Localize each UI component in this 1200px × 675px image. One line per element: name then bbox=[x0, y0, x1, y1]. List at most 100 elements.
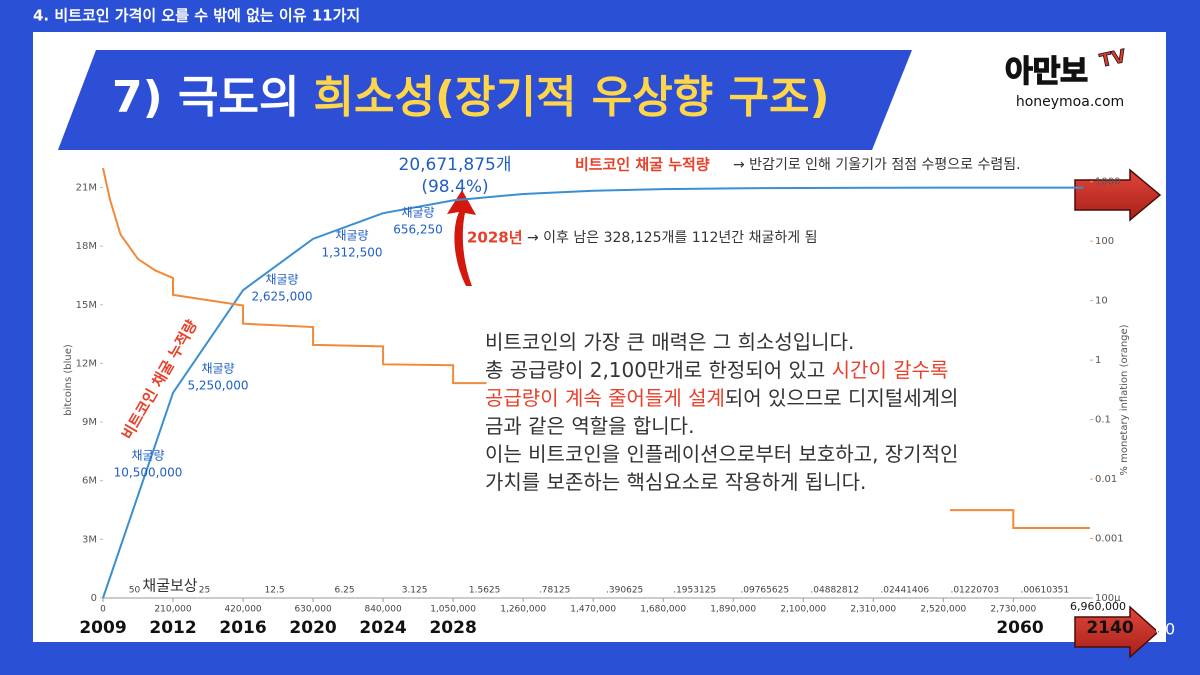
body-line: 총 공급량이 2,100만개로 한정되어 있고 시간이 갈수록 bbox=[485, 358, 948, 382]
y2-axis-label: % monetary inflation (orange) bbox=[1119, 324, 1130, 475]
x-tick-label: 1,050,000 bbox=[430, 605, 476, 615]
mined-amount: 5,250,000 bbox=[187, 379, 248, 393]
x-tick-label: 210,000 bbox=[154, 605, 191, 615]
year-label: 2060 bbox=[996, 618, 1043, 638]
body-segment: 되어 있으므로 디지털세계의 bbox=[725, 386, 959, 410]
x-tick-label: 1,680,000 bbox=[640, 605, 686, 615]
y-tick-label: 18M bbox=[76, 241, 97, 252]
y2-tick-label: 1000 bbox=[1095, 177, 1120, 188]
reward-label: 25 bbox=[199, 586, 210, 596]
body-line: 공급량이 계속 줄어들게 설계되어 있으므로 디지털세계의 bbox=[485, 386, 958, 410]
year-label: 2028 bbox=[429, 618, 476, 638]
year-label: 2009 bbox=[79, 618, 126, 638]
reward-label: .390625 bbox=[606, 586, 643, 596]
y-tick-label: 6M bbox=[82, 476, 97, 487]
y2-tick-label: 100μ bbox=[1095, 593, 1121, 604]
reward-label: 12.5 bbox=[265, 586, 285, 596]
curve-label: 비트코인 채굴 누적량 bbox=[575, 156, 710, 174]
data-line bbox=[102, 186, 1084, 599]
text-box bbox=[475, 322, 1080, 514]
reward-label: 50 bbox=[129, 586, 141, 596]
title-white: 7) 극도의 bbox=[112, 72, 299, 123]
body-segment: 시간이 갈수록 bbox=[832, 358, 949, 382]
body-line: 이는 비트코인을 인플레이션으로부터 보호하고, 장기적인 bbox=[485, 442, 958, 466]
x-tick-label: 2,100,000 bbox=[780, 605, 826, 615]
y-tick-label: 3M bbox=[82, 534, 97, 545]
reward-label: 6.25 bbox=[335, 586, 355, 596]
mined-amount: 1,312,500 bbox=[321, 246, 382, 260]
x-tick-label: 0 bbox=[100, 605, 106, 615]
body-segment: 비트코인의 가장 큰 매력은 그 희소성입니다. bbox=[485, 330, 854, 354]
x-tick-label: 840,000 bbox=[364, 605, 401, 615]
body-line: 가치를 보존하는 핵심요소로 작용하게 됩니다. bbox=[485, 470, 866, 494]
x-tick-label: 1,260,000 bbox=[500, 605, 546, 615]
y-tick-label: 0 bbox=[91, 593, 97, 604]
body-segment: 총 공급량이 2,100만개로 한정되어 있고 bbox=[485, 358, 832, 382]
note-2028: → 이후 남은 328,125개를 112년간 채굴하게 됨 bbox=[527, 230, 818, 246]
reward-title: 채굴보상 bbox=[142, 577, 197, 595]
logo-name: 아만보 bbox=[1005, 55, 1088, 90]
y2-tick-label: 10 bbox=[1095, 296, 1108, 307]
reward-label: 3.125 bbox=[402, 586, 428, 596]
mined-label: 채굴량 bbox=[335, 229, 368, 243]
body-segment: 금과 같은 역할을 합니다. bbox=[485, 414, 694, 438]
slide-title: 7) 극도의 희소성(장기적 우상향 구조) bbox=[112, 72, 830, 123]
y2-tick-label: 1 bbox=[1095, 355, 1101, 366]
reward-label: .1953125 bbox=[673, 586, 716, 596]
plot: 0 210,000 420,000 630,000 840,000 1,050,000 1,… bbox=[63, 155, 1134, 638]
body-line: 금과 같은 역할을 합니다. bbox=[485, 414, 694, 438]
reward-label: .78125 bbox=[539, 586, 571, 596]
curve-note: → 반감기로 인해 기울기가 점점 수평으로 수렴됨. bbox=[733, 157, 1021, 173]
logo-url: honeymoa.com bbox=[1016, 94, 1124, 110]
year-label: 2140 bbox=[1086, 618, 1133, 638]
reward-label: .01220703 bbox=[950, 586, 999, 596]
reward-label: .02441406 bbox=[880, 586, 929, 596]
x-tick-label: 1,470,000 bbox=[570, 605, 616, 615]
mined-amount: 2,625,000 bbox=[251, 290, 312, 304]
reward-label: .09765625 bbox=[740, 586, 789, 596]
page-number: 60 bbox=[1155, 620, 1175, 639]
y-tick-label: 21M bbox=[76, 183, 97, 194]
y2-tick-label: 0.01 bbox=[1095, 474, 1117, 485]
y-axis-label: bitcoins (blue) bbox=[63, 344, 74, 416]
year-label: 2016 bbox=[219, 618, 266, 638]
reward-label: .04882812 bbox=[810, 586, 859, 596]
data-line bbox=[949, 509, 1090, 530]
total-label: 20,671,875개 bbox=[399, 155, 512, 175]
mined-amount: 10,500,000 bbox=[114, 466, 183, 480]
curved-arrow bbox=[447, 190, 476, 286]
mined-label: 채굴량 bbox=[265, 273, 298, 287]
reward-label: 1.5625 bbox=[469, 586, 501, 596]
data-line bbox=[102, 167, 487, 385]
title-yellow: 희소성(장기적 우상향 구조) bbox=[313, 72, 829, 123]
x-end-label: 6,960,000 bbox=[1070, 600, 1126, 613]
mined-label: 채굴량 bbox=[201, 362, 234, 376]
y-tick-label: 12M bbox=[76, 358, 97, 369]
reward-label: .00610351 bbox=[1020, 586, 1069, 596]
section-title: 4. 비트코인 가격이 오를 수 밖에 없는 이유 11가지 bbox=[33, 7, 360, 25]
y2-tick-label: 0.1 bbox=[1095, 415, 1111, 426]
title-banner bbox=[58, 50, 912, 150]
total-pct: (98.4%) bbox=[421, 177, 488, 197]
y-tick-label: 15M bbox=[76, 300, 97, 311]
mined-label: 채굴량 bbox=[401, 206, 434, 220]
mined-label: 채굴량 bbox=[131, 449, 164, 463]
year-label: 2012 bbox=[149, 618, 196, 638]
x-tick-label: 1,890,000 bbox=[710, 605, 756, 615]
y2-tick-label: 100 bbox=[1095, 236, 1114, 247]
body-segment: 공급량이 계속 줄어들게 설계 bbox=[485, 386, 725, 410]
year-label: 2020 bbox=[289, 618, 336, 638]
x-tick-label: 630,000 bbox=[294, 605, 331, 615]
mined-amount: 656,250 bbox=[393, 223, 443, 237]
year-label: 2024 bbox=[359, 618, 406, 638]
body-line: 비트코인의 가장 큰 매력은 그 희소성입니다. bbox=[485, 330, 854, 354]
x-tick-label: 420,000 bbox=[224, 605, 261, 615]
year-2028-note: 2028년 bbox=[467, 229, 523, 247]
body-segment: 가치를 보존하는 핵심요소로 작용하게 됩니다. bbox=[485, 470, 866, 494]
arrow-bottom bbox=[1074, 605, 1160, 659]
x-tick-label: 2,730,000 bbox=[990, 605, 1036, 615]
body-segment: 이는 비트코인을 인플레이션으로부터 보호하고, 장기적인 bbox=[485, 442, 958, 466]
arrow-top bbox=[1074, 168, 1162, 222]
